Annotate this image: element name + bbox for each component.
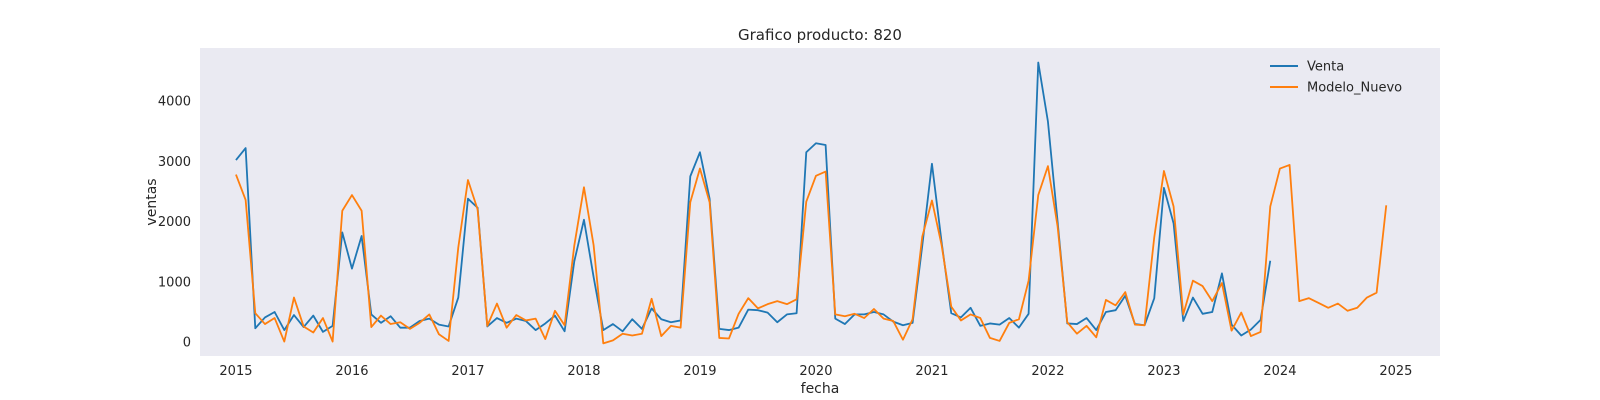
x-tick-label: 2018: [567, 364, 600, 379]
x-tick-label: 2016: [335, 364, 368, 379]
legend-label: Modelo_Nuevo: [1307, 81, 1402, 96]
x-tick-label: 2017: [451, 364, 484, 379]
series-line-modelo-nuevo: [235, 164, 1388, 345]
x-tick-label: 2022: [1031, 364, 1064, 379]
x-tick-label: 2025: [1379, 364, 1412, 379]
chart-title: Grafico producto: 820: [738, 26, 902, 44]
y-tick-label: 4000: [158, 95, 191, 110]
plot-background: [200, 48, 1440, 356]
x-tick-label: 2015: [219, 364, 252, 379]
series-lines: [235, 61, 1388, 345]
x-tick-label: 2019: [683, 364, 716, 379]
x-tick-label: 2023: [1147, 364, 1180, 379]
y-tick-label: 2000: [158, 215, 191, 230]
y-tick-label: 1000: [158, 275, 191, 290]
legend: Venta Modelo_Nuevo: [1270, 60, 1402, 96]
x-ticks: 2015 2016 2017 2018 2019 2020 2021 2022 2023 2024…: [219, 364, 1412, 379]
x-tick-label: 2021: [915, 364, 948, 379]
y-tick-label: 0: [183, 336, 191, 351]
x-tick-label: 2024: [1263, 364, 1296, 379]
legend-label: Venta: [1307, 60, 1344, 75]
y-axis-label: ventas: [144, 178, 160, 225]
x-axis-label: fecha: [801, 381, 840, 397]
x-tick-label: 2020: [799, 364, 832, 379]
y-tick-label: 3000: [158, 155, 191, 170]
y-ticks: 0 1000 2000 3000 4000: [158, 95, 191, 351]
